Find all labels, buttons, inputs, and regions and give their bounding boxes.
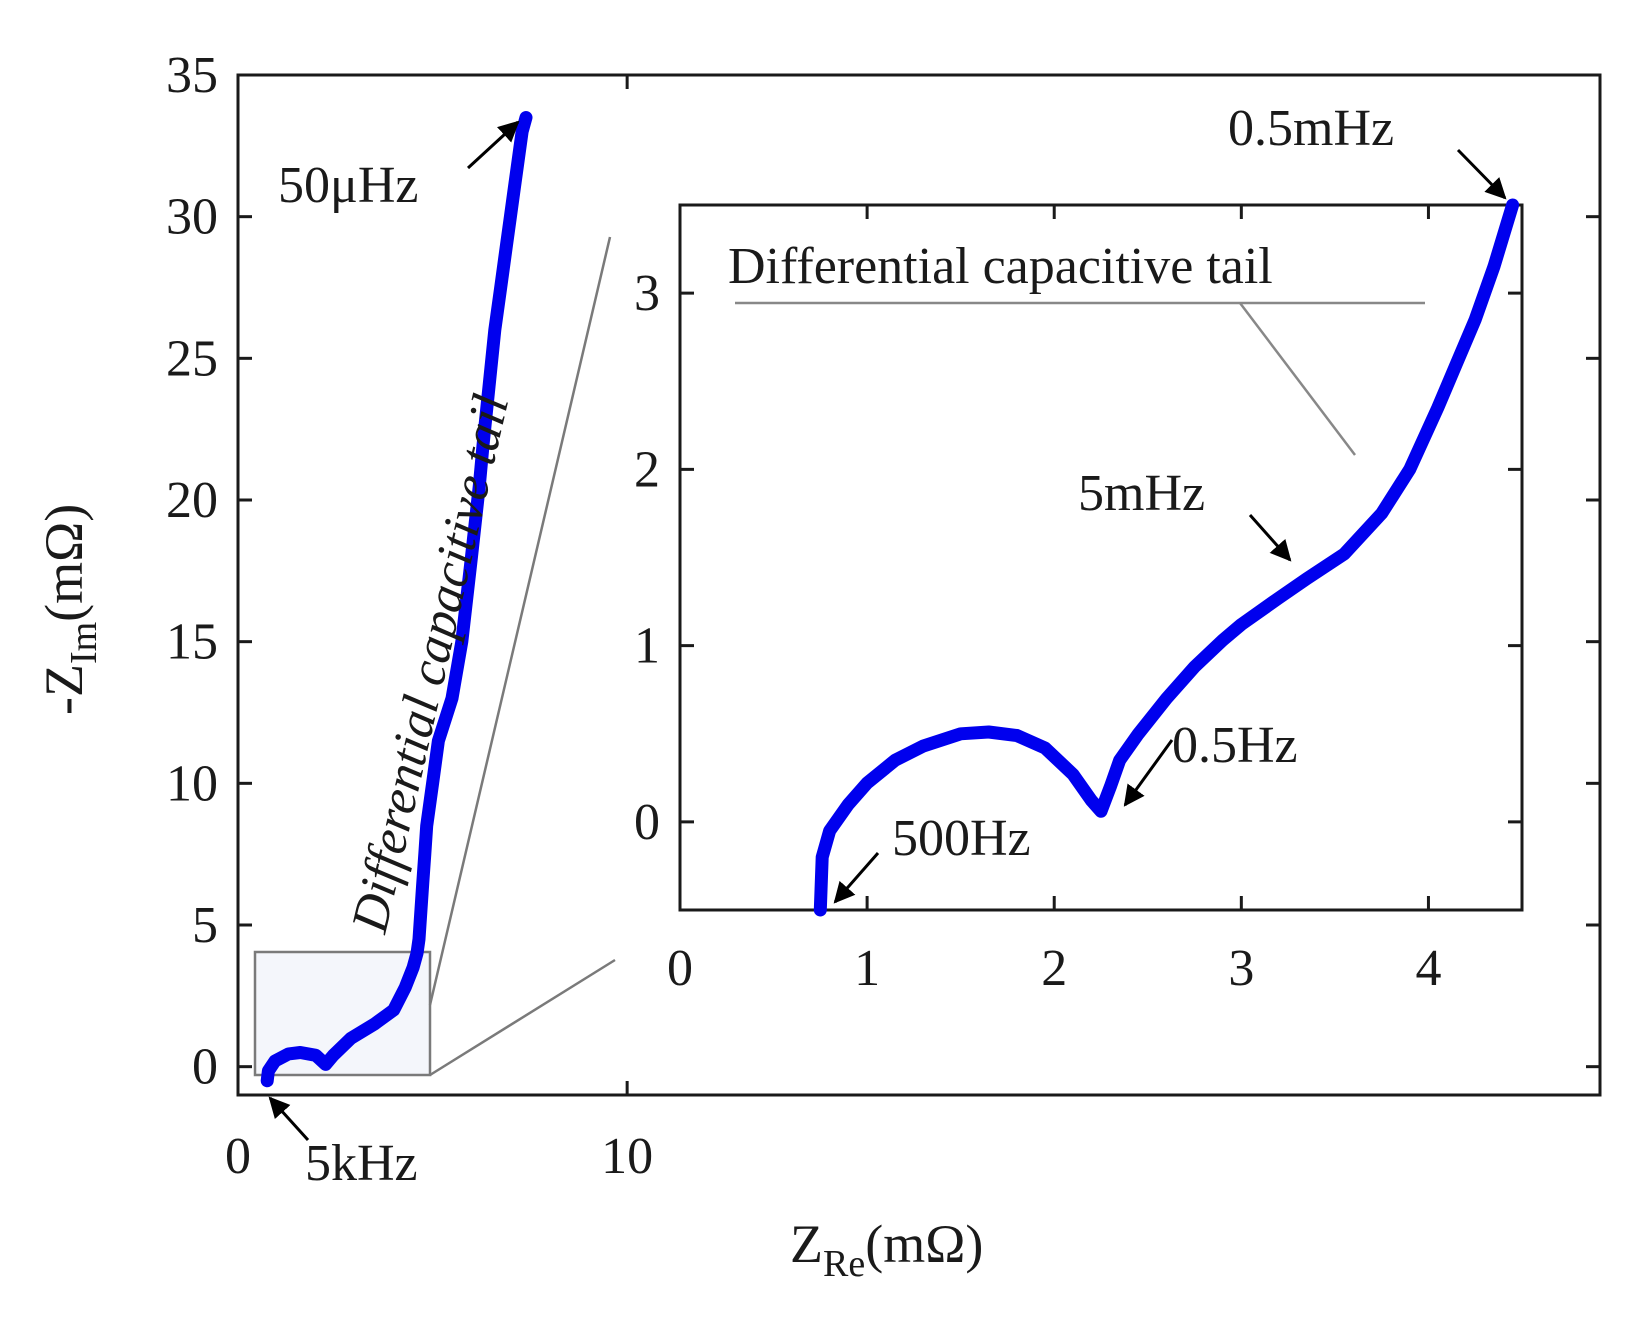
main-ytick-label-5: 25 <box>166 330 218 387</box>
main-xtick-label-0: 0 <box>225 1128 251 1185</box>
inset-xtick-label-1: 1 <box>854 940 880 997</box>
main-plot-frame <box>236 73 1602 1097</box>
x-axis-label-sub: Re <box>823 1243 865 1285</box>
annotation-05hz: 0.5Hz <box>1172 717 1298 774</box>
y-axis-label-sub: Im <box>63 622 105 664</box>
inset-xtick-label-4: 4 <box>1415 940 1441 997</box>
inset-ytick-label-2: 2 <box>634 441 660 498</box>
y-axis-label: -ZIm(mΩ) <box>34 504 105 715</box>
y-axis-label-unit: (mΩ) <box>34 504 94 622</box>
main-ytick-label-3: 15 <box>166 614 218 671</box>
inset-tail-leader <box>1239 302 1356 456</box>
main-impedance-curve <box>260 111 533 1088</box>
inset-impedance-curve <box>813 198 1520 917</box>
main-ytick-label-0: 0 <box>192 1039 218 1096</box>
inset-ytick-label-1: 1 <box>634 618 660 675</box>
arrow-5mhz <box>1248 514 1292 562</box>
arrow-500hz <box>833 852 880 904</box>
inset-plot-frame <box>678 203 1524 912</box>
y-axis-label-main: -Z <box>34 664 94 715</box>
arrow-5khz <box>268 1096 310 1142</box>
inset-ytick-label-3: 3 <box>634 265 660 322</box>
inset-xtick-label-0: 0 <box>667 940 693 997</box>
main-ytick-label-1: 5 <box>192 897 218 954</box>
annotation-5khz: 5kHz <box>305 1135 418 1192</box>
annotation-50uhz: 50μHz <box>278 157 419 214</box>
annotation-tail-inset: Differential capacitive tail <box>728 238 1273 295</box>
inset-ytick-label-0: 0 <box>634 794 660 851</box>
annotation-5mhz: 5mHz <box>1078 465 1205 522</box>
x-axis-label: ZRe(mΩ) <box>790 1214 983 1285</box>
x-axis-label-main: Z <box>790 1214 823 1274</box>
main-xtick-label-1: 10 <box>601 1128 653 1185</box>
arrow-05mhz <box>1456 148 1507 200</box>
inset-axis-ticks: 0 1 2 3 4 0 1 2 3 <box>634 205 1522 997</box>
annotation-05mhz: 0.5mHz <box>1228 100 1394 157</box>
inset-background <box>680 205 1522 910</box>
arrow-05hz <box>1123 739 1174 807</box>
zoom-connector-bottom <box>429 958 616 1077</box>
inset-xtick-label-2: 2 <box>1041 940 1067 997</box>
main-ytick-label-2: 10 <box>166 755 218 812</box>
main-ytick-label-7: 35 <box>166 47 218 104</box>
x-axis-label-unit: (mΩ) <box>865 1214 983 1274</box>
zoom-connector-top <box>428 236 612 1006</box>
main-ytick-label-6: 30 <box>166 189 218 246</box>
arrow-50uhz <box>466 120 520 170</box>
main-ytick-label-4: 20 <box>166 472 218 529</box>
inset-xtick-label-3: 3 <box>1228 940 1254 997</box>
annotation-500hz: 500Hz <box>892 810 1031 867</box>
